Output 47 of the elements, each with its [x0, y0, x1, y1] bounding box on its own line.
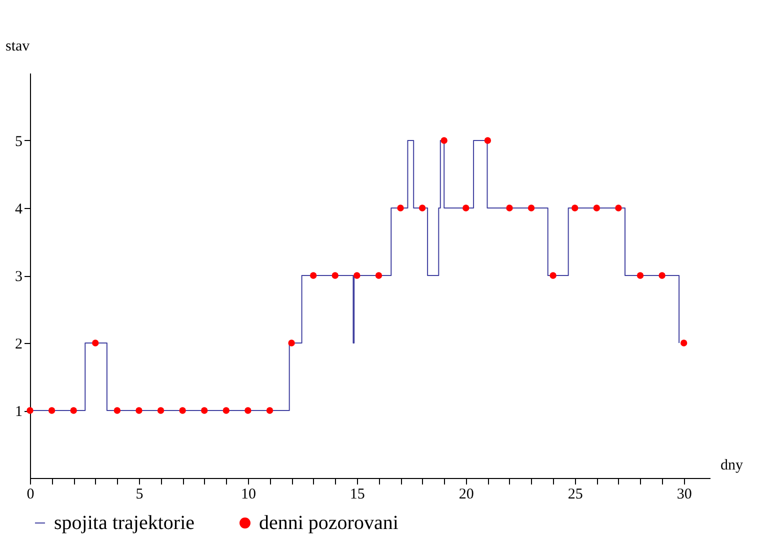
point — [397, 204, 404, 212]
point — [288, 340, 295, 346]
x-tick-label: 15 — [350, 486, 365, 502]
point — [310, 272, 317, 279]
point — [484, 137, 492, 144]
point — [136, 407, 142, 414]
point — [375, 272, 382, 279]
point — [462, 204, 470, 212]
point — [658, 272, 666, 279]
y-tick-label: 3 — [15, 269, 22, 285]
point — [506, 204, 513, 212]
point — [680, 340, 688, 346]
point — [157, 407, 164, 414]
y-tick-label: 1 — [15, 404, 22, 420]
x-tick-label: 0 — [26, 486, 34, 502]
point — [92, 340, 99, 346]
x-tick-label: 30 — [676, 486, 692, 502]
x-tick-label: 5 — [136, 486, 144, 502]
y-tick-label: 4 — [15, 202, 23, 218]
point — [615, 204, 622, 212]
point — [266, 407, 274, 414]
point — [114, 407, 121, 414]
point — [593, 204, 600, 212]
point — [70, 407, 77, 414]
y-tick-label: 5 — [15, 134, 22, 150]
point — [636, 272, 644, 279]
x-tick-label: 10 — [240, 486, 256, 502]
point — [440, 137, 448, 144]
x-tick-label: 20 — [458, 486, 474, 502]
point — [244, 407, 252, 414]
y-tick-label: 2 — [15, 336, 22, 352]
point — [26, 407, 34, 414]
point — [332, 272, 338, 279]
point — [572, 204, 578, 212]
point — [418, 204, 426, 212]
x-tick-label: 25 — [568, 486, 583, 502]
point — [201, 407, 208, 414]
legend-label: spojita trajektorie — [54, 512, 195, 534]
point — [550, 272, 556, 279]
y-axis-title: stav — [6, 38, 30, 54]
point — [222, 407, 230, 414]
point — [48, 407, 56, 414]
point — [354, 272, 360, 279]
point — [179, 407, 186, 414]
point — [528, 204, 535, 212]
x-axis-title: dny — [720, 458, 744, 474]
legend-label: denni pozorovani — [259, 512, 399, 534]
